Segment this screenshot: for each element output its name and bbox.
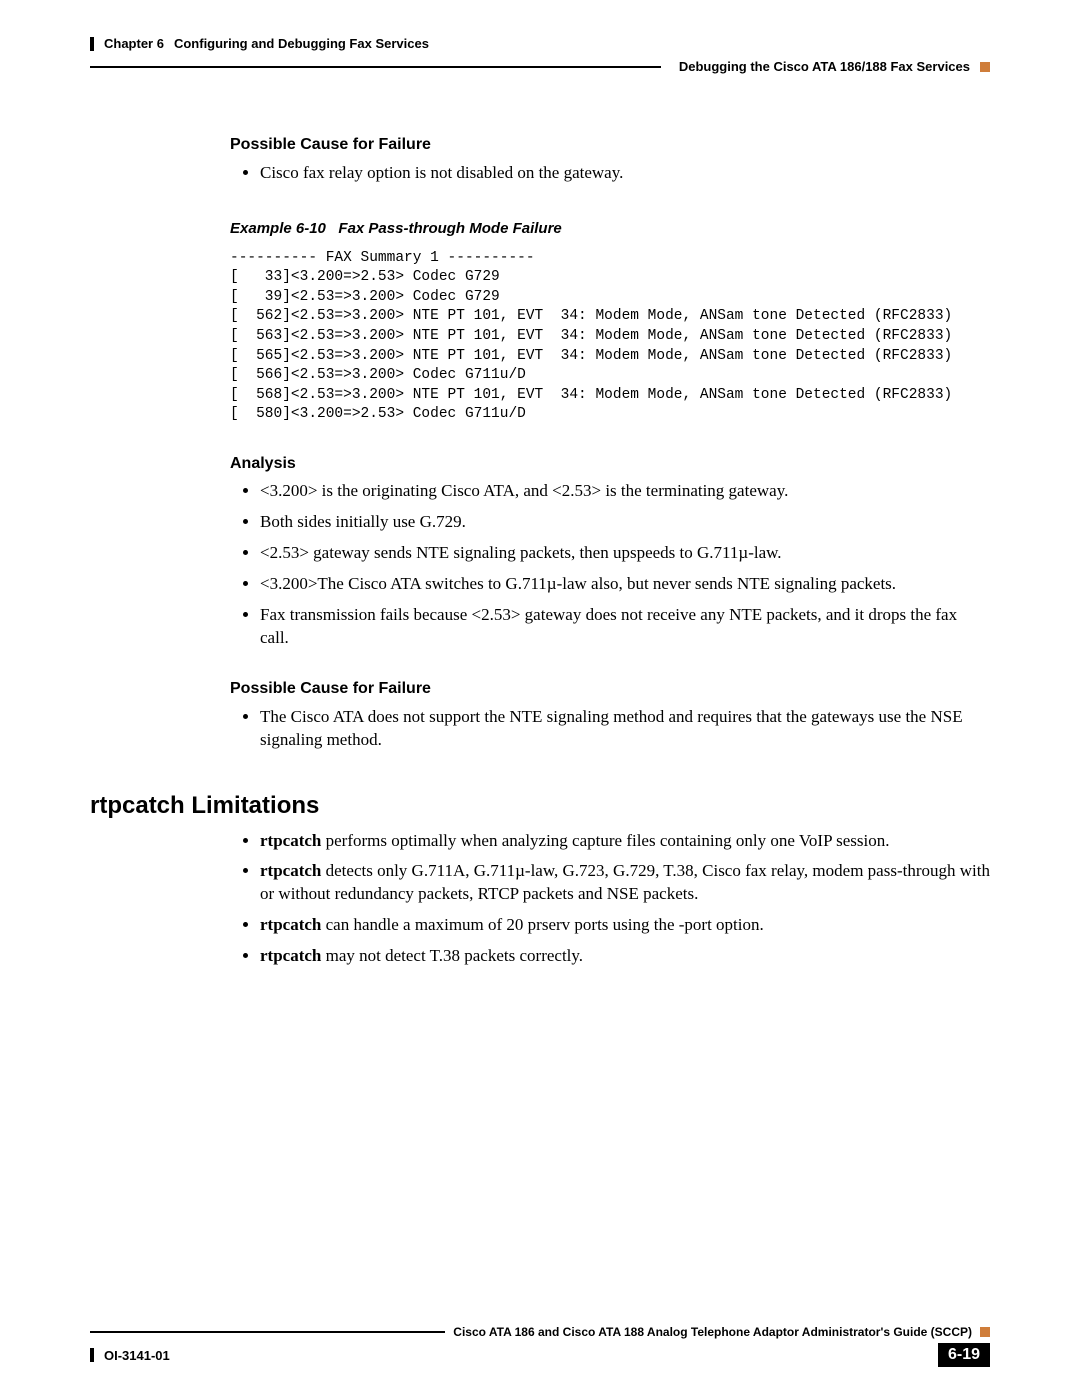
footer-guide-row: Cisco ATA 186 and Cisco ATA 188 Analog T… bbox=[90, 1325, 990, 1339]
header-bar-icon bbox=[90, 37, 94, 51]
running-header-left: Chapter 6 Configuring and Debugging Fax … bbox=[90, 36, 990, 51]
list-item: Cisco fax relay option is not disabled o… bbox=[260, 162, 990, 185]
list-item: <2.53> gateway sends NTE signaling packe… bbox=[260, 542, 990, 565]
list-item: rtpcatch can handle a maximum of 20 prse… bbox=[260, 914, 990, 937]
section-title: Debugging the Cisco ATA 186/188 Fax Serv… bbox=[679, 59, 970, 74]
list-item-tail: detects only G.711A, G.711µ-law, G.723, … bbox=[260, 861, 990, 903]
code-block: ---------- FAX Summary 1 ---------- [ 33… bbox=[230, 249, 990, 425]
list-item-tail: performs optimally when analyzing captur… bbox=[321, 831, 889, 850]
page-footer: Cisco ATA 186 and Cisco ATA 188 Analog T… bbox=[90, 1325, 990, 1367]
term-rtpcatch: rtpcatch bbox=[260, 915, 321, 934]
chapter-title: Configuring and Debugging Fax Services bbox=[174, 36, 429, 51]
possible-cause-list-1: Cisco fax relay option is not disabled o… bbox=[230, 162, 990, 185]
example-name: Fax Pass-through Mode Failure bbox=[338, 220, 561, 237]
term-rtpcatch: rtpcatch bbox=[260, 861, 321, 880]
footer-meta-row: OI-3141-01 6-19 bbox=[90, 1343, 990, 1367]
term-rtpcatch: rtpcatch bbox=[260, 946, 321, 965]
possible-cause-list-2: The Cisco ATA does not support the NTE s… bbox=[230, 706, 990, 752]
analysis-heading: Analysis bbox=[230, 453, 990, 475]
analysis-list: <3.200> is the originating Cisco ATA, an… bbox=[230, 480, 990, 650]
limitations-list: rtpcatch performs optimally when analyzi… bbox=[230, 830, 990, 969]
list-item: <3.200>The Cisco ATA switches to G.711µ-… bbox=[260, 573, 990, 596]
chapter-label: Chapter 6 bbox=[104, 36, 164, 51]
list-item-tail: can handle a maximum of 20 prserv ports … bbox=[321, 915, 763, 934]
example-title: Example 6-10 Fax Pass-through Mode Failu… bbox=[230, 219, 990, 239]
list-item: rtpcatch detects only G.711A, G.711µ-law… bbox=[260, 860, 990, 906]
footer-guide-title: Cisco ATA 186 and Cisco ATA 188 Analog T… bbox=[453, 1325, 972, 1339]
possible-cause-heading-2: Possible Cause for Failure bbox=[230, 678, 990, 700]
list-item: rtpcatch performs optimally when analyzi… bbox=[260, 830, 990, 853]
example-label: Example 6-10 bbox=[230, 220, 326, 237]
list-item: The Cisco ATA does not support the NTE s… bbox=[260, 706, 990, 752]
list-item: rtpcatch may not detect T.38 packets cor… bbox=[260, 945, 990, 968]
document-page: Chapter 6 Configuring and Debugging Fax … bbox=[0, 0, 1080, 1397]
list-item: <3.200> is the originating Cisco ATA, an… bbox=[260, 480, 990, 503]
rtpcatch-limitations-heading: rtpcatch Limitations bbox=[90, 792, 990, 820]
header-square-icon bbox=[980, 62, 990, 72]
term-rtpcatch: rtpcatch bbox=[260, 831, 321, 850]
footer-doc-id: OI-3141-01 bbox=[104, 1348, 170, 1363]
list-item: Fax transmission fails because <2.53> ga… bbox=[260, 604, 990, 650]
page-body: Possible Cause for Failure Cisco fax rel… bbox=[230, 134, 990, 752]
limitations-body: rtpcatch performs optimally when analyzi… bbox=[230, 830, 990, 969]
list-item-tail: may not detect T.38 packets correctly. bbox=[321, 946, 583, 965]
footer-square-icon bbox=[980, 1327, 990, 1337]
page-number-badge: 6-19 bbox=[938, 1343, 990, 1367]
header-rule bbox=[90, 66, 661, 68]
list-item: Both sides initially use G.729. bbox=[260, 511, 990, 534]
running-header-right: Debugging the Cisco ATA 186/188 Fax Serv… bbox=[90, 59, 990, 74]
possible-cause-heading-1: Possible Cause for Failure bbox=[230, 134, 990, 156]
footer-bar-icon bbox=[90, 1348, 94, 1362]
footer-rule bbox=[90, 1331, 445, 1333]
